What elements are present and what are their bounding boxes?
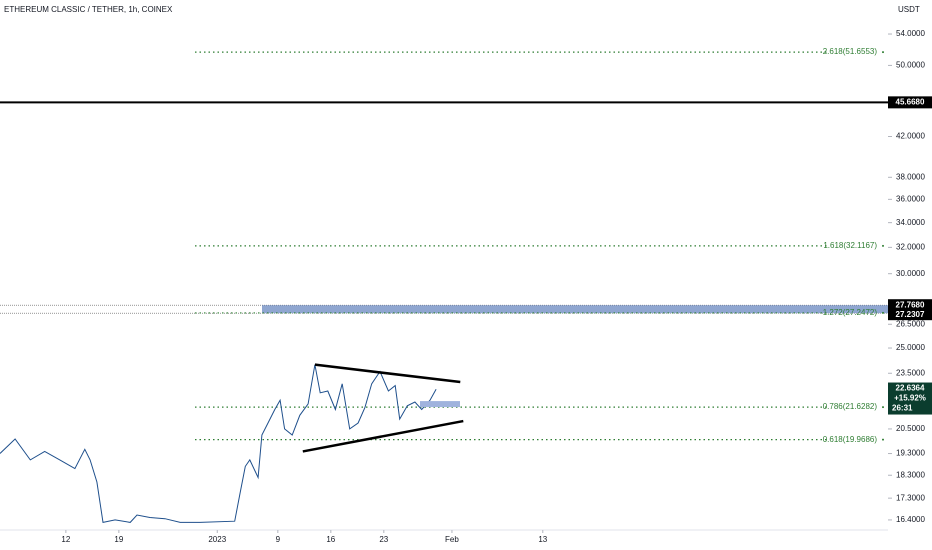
y-tick-label: 54.0000 bbox=[896, 29, 925, 38]
fib-label: 1.618(32.1167) bbox=[823, 241, 877, 250]
x-tick-label: 19 bbox=[114, 535, 123, 544]
y-tick-label: 30.0000 bbox=[896, 269, 925, 278]
y-tick-label: 32.0000 bbox=[896, 242, 925, 251]
y-tick-label: 36.0000 bbox=[896, 194, 925, 203]
zone bbox=[262, 305, 888, 314]
line-badge-label: 45.6680 bbox=[896, 97, 925, 106]
last-price-badge bbox=[888, 382, 932, 415]
x-tick-label: 13 bbox=[538, 535, 547, 544]
countdown: 26:31 bbox=[892, 404, 913, 413]
fib-dot bbox=[882, 51, 884, 54]
line-badge bbox=[888, 96, 932, 109]
zone-bottom-label: 27.2307 bbox=[896, 310, 925, 319]
x-tick-label: 9 bbox=[276, 535, 281, 544]
y-tick-label: 25.0000 bbox=[896, 343, 925, 352]
fib-label: 0.786(21.6282) bbox=[823, 402, 878, 411]
trend-line bbox=[302, 419, 464, 453]
y-unit: USDT bbox=[898, 5, 920, 14]
zone-bottom-badge bbox=[888, 309, 932, 321]
x-tick-label: 23 bbox=[379, 535, 388, 544]
position-box bbox=[420, 401, 460, 408]
y-tick-label: 38.0000 bbox=[896, 172, 925, 181]
y-tick-label: 50.0000 bbox=[896, 61, 925, 70]
fib-dot bbox=[882, 311, 884, 314]
y-tick-label: 23.5000 bbox=[896, 368, 925, 377]
zone-top-badge bbox=[888, 299, 932, 311]
trend-line bbox=[314, 363, 461, 384]
fib-dot bbox=[882, 244, 884, 247]
chart-title: ETHEREUM CLASSIC / TETHER, 1h, COINEX bbox=[4, 5, 173, 14]
x-tick-label: Feb bbox=[445, 535, 459, 544]
y-tick-label: 42.0000 bbox=[896, 132, 925, 141]
y-tick-label: 17.3000 bbox=[896, 493, 925, 502]
zone-top-label: 27.7680 bbox=[896, 300, 925, 309]
y-tick-label: 19.3000 bbox=[896, 449, 925, 458]
fib-dot bbox=[882, 438, 884, 441]
y-tick-label: 16.4000 bbox=[896, 515, 925, 524]
y-tick-label: 34.0000 bbox=[896, 218, 925, 227]
change-label: +15.92% bbox=[894, 394, 926, 403]
y-tick-label: 26.5000 bbox=[896, 319, 925, 328]
y-tick-label: 18.3000 bbox=[896, 470, 925, 479]
price-line bbox=[0, 364, 437, 523]
x-tick-label: 12 bbox=[61, 535, 70, 544]
last-price-label: 22.6364 bbox=[896, 384, 925, 393]
fib-label: 2.618(51.6553) bbox=[823, 47, 878, 56]
fib-dot bbox=[882, 406, 884, 409]
x-tick-label: 2023 bbox=[208, 535, 226, 544]
y-tick-label: 20.5000 bbox=[896, 424, 925, 433]
x-tick-label: 16 bbox=[326, 535, 335, 544]
fib-label: 0.618(19.9686) bbox=[823, 435, 878, 444]
fib-label: 1.272(27.2472) bbox=[823, 308, 878, 317]
